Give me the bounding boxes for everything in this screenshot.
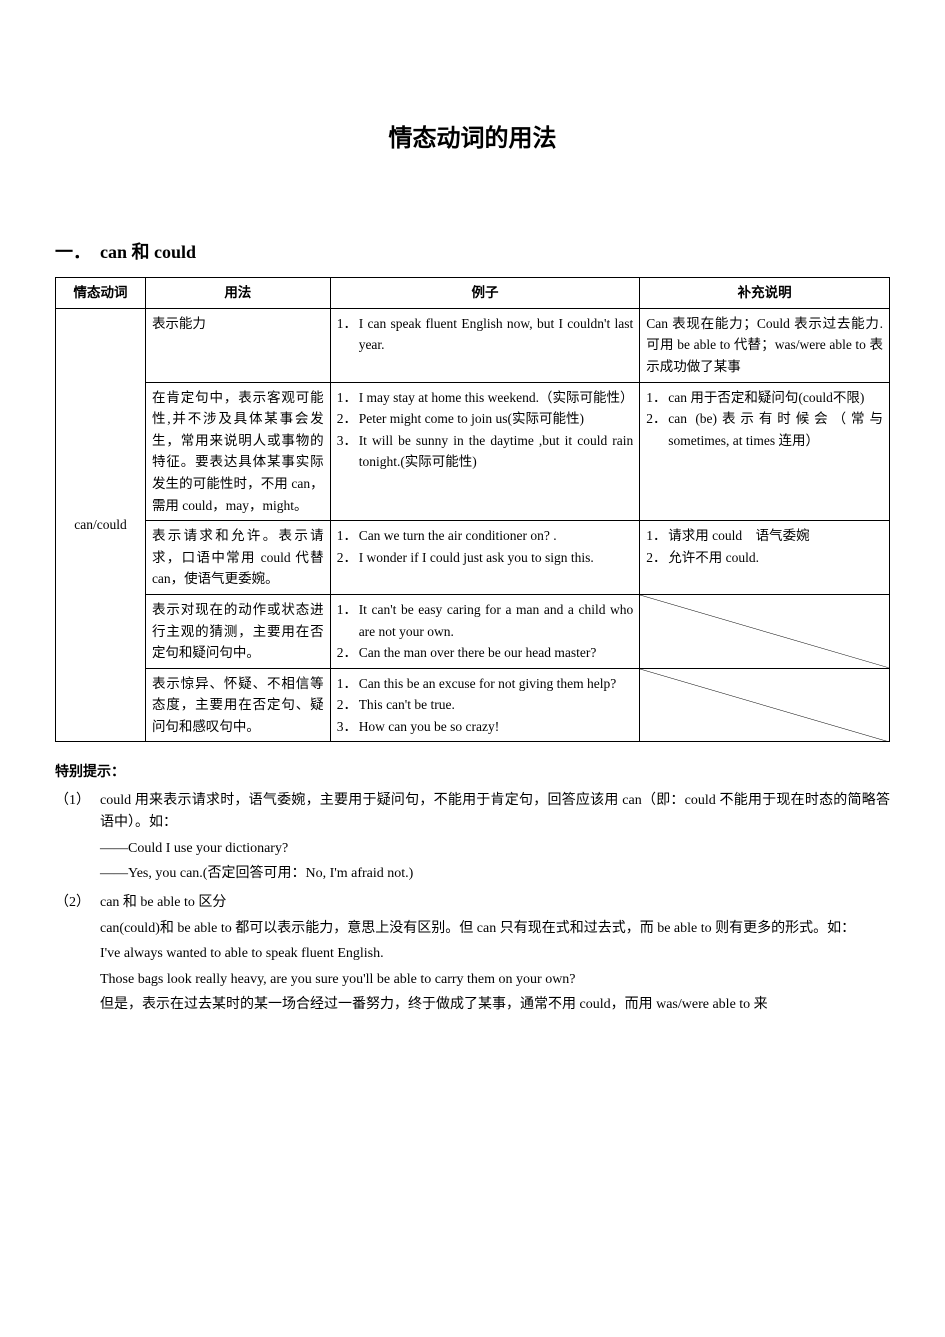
example-text: How can you be so crazy! (359, 716, 634, 738)
cell-example: 1．Can we turn the air conditioner on? . … (330, 521, 640, 595)
note-item: （2） can 和 be able to 区分 can(could)和 be a… (55, 892, 890, 1019)
example-text: Can we turn the air conditioner on? . (359, 525, 634, 547)
page-title: 情态动词的用法 (55, 120, 890, 158)
cell-usage: 表示对现在的动作或状态进行主观的猜测，主要用在否定句和疑问句中。 (145, 594, 330, 668)
cell-usage: 表示惊异、怀疑、不相信等态度，主要用在否定句、疑问句和感叹句中。 (145, 668, 330, 742)
cell-note-diagonal (640, 594, 890, 668)
list-num: 3． (337, 430, 359, 473)
th-example: 例子 (330, 278, 640, 309)
grammar-table: 情态动词 用法 例子 补充说明 can/could 表示能力 1．I can s… (55, 277, 890, 742)
example-text: Peter might come to join us(实际可能性) (359, 408, 634, 430)
note-line: ――Could I use your dictionary? (100, 838, 890, 860)
cell-example: 1．Can this be an excuse for not giving t… (330, 668, 640, 742)
cell-note: 1．请求用 could 语气委婉 2．允许不用 could. (640, 521, 890, 595)
cell-usage: 表示请求和允许。表示请求，口语中常用 could 代替 can，使语气更委婉。 (145, 521, 330, 595)
cell-note: Can 表现在能力；Could 表示过去能力.可用 be able to 代替；… (640, 308, 890, 382)
table-row: 表示请求和允许。表示请求，口语中常用 could 代替 can，使语气更委婉。 … (56, 521, 890, 595)
list-num: 1． (337, 673, 359, 695)
example-text: I wonder if I could just ask you to sign… (359, 547, 634, 569)
list-num: 1． (337, 313, 359, 356)
list-num: 2． (337, 547, 359, 569)
diagonal-line-icon (640, 669, 889, 742)
table-header-row: 情态动词 用法 例子 补充说明 (56, 278, 890, 309)
cell-usage: 在肯定句中，表示客观可能性,并不涉及具体某事会发生，常用来说明人或事物的特征。要… (145, 382, 330, 521)
example-text: This can't be true. (359, 694, 634, 716)
note-marker: （2） (55, 892, 100, 1019)
note-text: can (be)表示有时候会（常与sometimes, at times 连用） (668, 408, 883, 451)
example-text: Can the man over there be our head maste… (359, 642, 634, 664)
cell-example: 1．I can speak fluent English now, but I … (330, 308, 640, 382)
note-line: 但是，表示在过去某时的某一场合经过一番努力，终于做成了某事，通常不用 could… (100, 994, 890, 1016)
list-num: 2． (337, 694, 359, 716)
list-num: 1． (646, 387, 668, 409)
cell-note: 1．can 用于否定和疑问句(could不限) 2．can (be)表示有时候会… (640, 382, 890, 521)
notes-list: （1） could 用来表示请求时，语气委婉，主要用于疑问句，不能用于肯定句，回… (55, 790, 890, 1020)
note-marker: （1） (55, 790, 100, 889)
note-line: I've always wanted to able to speak flue… (100, 943, 890, 965)
th-modal: 情态动词 (56, 278, 146, 309)
example-text: It will be sunny in the daytime ,but it … (359, 430, 634, 473)
note-item: （1） could 用来表示请求时，语气委婉，主要用于疑问句，不能用于肯定句，回… (55, 790, 890, 889)
cell-modal: can/could (56, 308, 146, 742)
example-text: Can this be an excuse for not giving the… (359, 673, 634, 695)
diagonal-line-icon (640, 595, 889, 668)
example-text: I may stay at home this weekend.（实际可能性） (359, 387, 634, 409)
list-num: 2． (646, 547, 668, 569)
note-text: can 用于否定和疑问句(could不限) (668, 387, 883, 409)
note-line: can(could)和 be able to 都可以表示能力，意思上没有区别。但… (100, 918, 890, 940)
example-text: I can speak fluent English now, but I co… (359, 313, 634, 356)
note-line: Those bags look really heavy, are you su… (100, 969, 890, 991)
th-usage: 用法 (145, 278, 330, 309)
th-note: 补充说明 (640, 278, 890, 309)
note-text: 允许不用 could. (668, 547, 883, 569)
list-num: 1． (337, 387, 359, 409)
list-num: 3． (337, 716, 359, 738)
cell-note-diagonal (640, 668, 890, 742)
note-line: can 和 be able to 区分 (100, 892, 890, 914)
cell-example: 1．It can't be easy caring for a man and … (330, 594, 640, 668)
table-row: 表示惊异、怀疑、不相信等态度，主要用在否定句、疑问句和感叹句中。 1．Can t… (56, 668, 890, 742)
list-num: 2． (337, 642, 359, 664)
table-row: 表示对现在的动作或状态进行主观的猜测，主要用在否定句和疑问句中。 1．It ca… (56, 594, 890, 668)
example-text: It can't be easy caring for a man and a … (359, 599, 634, 642)
cell-usage: 表示能力 (145, 308, 330, 382)
list-num: 1． (337, 599, 359, 642)
list-num: 1． (337, 525, 359, 547)
note-line: ――Yes, you can.(否定回答可用：No, I'm afraid no… (100, 863, 890, 885)
note-line: could 用来表示请求时，语气委婉，主要用于疑问句，不能用于肯定句，回答应该用… (100, 790, 890, 835)
list-num: 1． (646, 525, 668, 547)
list-num: 2． (646, 408, 668, 451)
section-heading: 一． can 和 could (55, 238, 890, 267)
cell-example: 1．I may stay at home this weekend.（实际可能性… (330, 382, 640, 521)
table-row: 在肯定句中，表示客观可能性,并不涉及具体某事会发生，常用来说明人或事物的特征。要… (56, 382, 890, 521)
list-num: 2． (337, 408, 359, 430)
notes-title: 特别提示： (55, 762, 890, 784)
note-text: 请求用 could 语气委婉 (668, 525, 883, 547)
table-row: can/could 表示能力 1．I can speak fluent Engl… (56, 308, 890, 382)
